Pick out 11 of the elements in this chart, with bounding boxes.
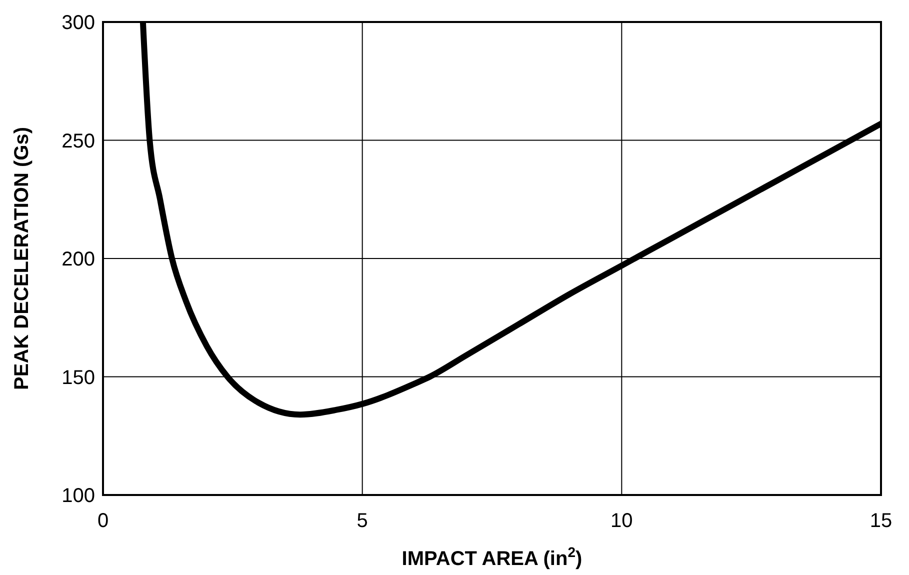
x-tick-label: 10 (610, 510, 633, 532)
y-tick-label: 250 (62, 130, 95, 152)
y-tick-label: 300 (62, 12, 95, 34)
y-tick-label: 100 (62, 485, 95, 507)
x-tick-label: 15 (870, 510, 892, 532)
y-axis-title: PEAK DECELERATION (Gs) (11, 127, 33, 390)
x-axis-title: IMPACT AREA (in$^{2}$) (402, 544, 582, 570)
x-tick-label: 0 (97, 510, 109, 532)
y-tick-label: 200 (62, 248, 95, 270)
y-tick-label: 150 (62, 366, 95, 389)
x-tick-label: 5 (356, 510, 368, 532)
